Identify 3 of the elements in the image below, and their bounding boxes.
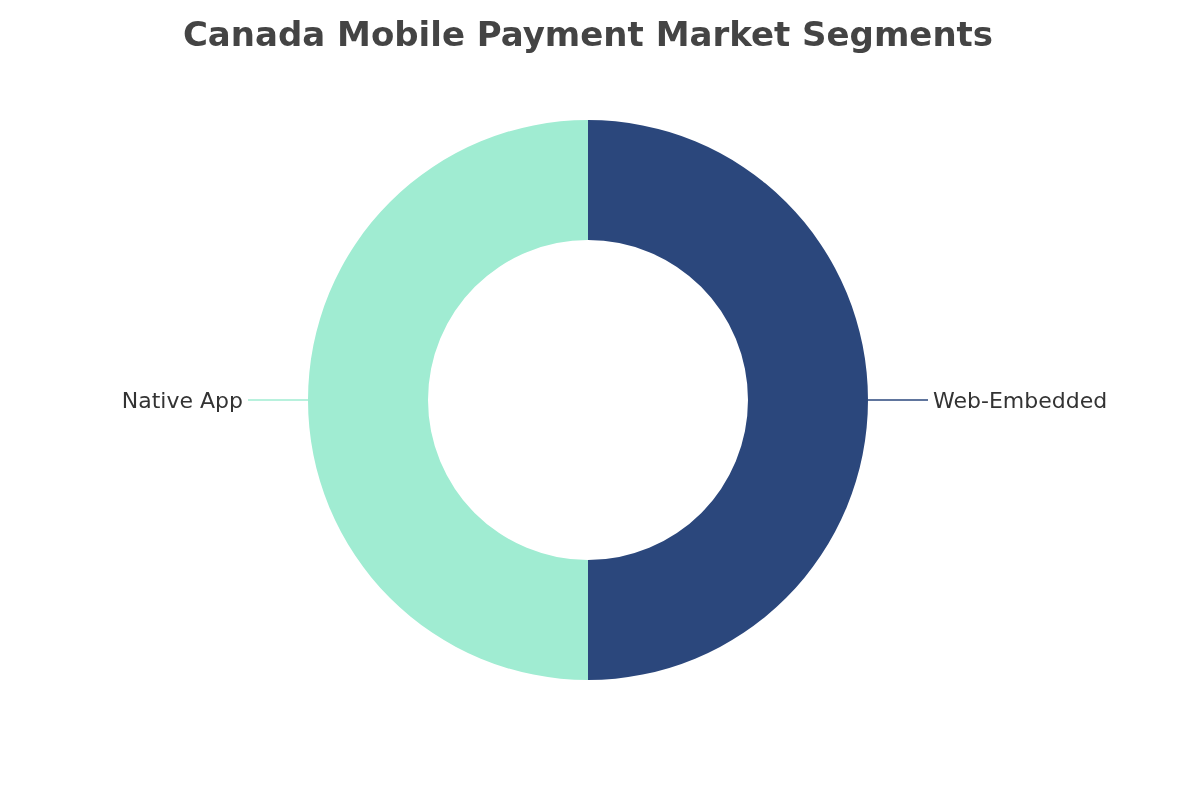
chart-title: Canada Mobile Payment Market Segments <box>182 14 994 54</box>
slice-label: Native App <box>121 387 243 413</box>
slice-label: Web-Embedded <box>933 387 1108 413</box>
